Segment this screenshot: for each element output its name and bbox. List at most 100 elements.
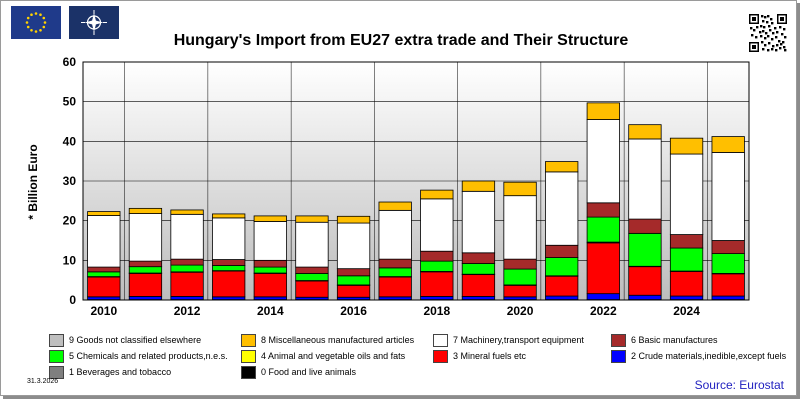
legend-label: 9 Goods not classified elsewhere — [69, 335, 202, 345]
bar-segment-2021-s7 — [545, 171, 579, 246]
date-label: 31.3.2026 — [27, 378, 59, 385]
bar-segment-2024-s2 — [669, 295, 704, 301]
bar-segment-2025-s8 — [711, 136, 745, 153]
bar-segment-2018-s7 — [420, 198, 454, 252]
bar-segment-2024-s5 — [669, 247, 704, 272]
bar-segment-2010-s6 — [87, 266, 121, 273]
bar-segment-2011-s3 — [128, 273, 163, 297]
bar-segment-2019-s3 — [461, 274, 496, 297]
bar-segment-2020-s7 — [503, 195, 537, 260]
legend-label: 0 Food and live animals — [261, 367, 357, 377]
x-tick-label: 2020 — [507, 304, 534, 318]
bar-segment-2018-s5 — [420, 260, 454, 272]
bar-segment-2011-s6 — [128, 260, 163, 268]
bar-segment-2019-s5 — [461, 263, 496, 275]
legend-item: 2 Crude materials,inedible,except fuels — [611, 349, 786, 363]
bar-segment-2014-s8 — [253, 215, 287, 222]
x-tick-label: 2012 — [174, 304, 201, 318]
legend-swatch — [49, 333, 64, 347]
source-label: Source: Eurostat — [694, 378, 784, 392]
bar-segment-2013-s3 — [212, 270, 246, 298]
legend-label: 4 Animal and vegetable oils and fats — [261, 351, 406, 361]
bar-segment-2025-s2 — [711, 295, 745, 301]
bar-segment-2021-s3 — [545, 275, 579, 297]
bar-segment-2019-s2 — [461, 296, 496, 301]
legend-label: 6 Basic manufactures — [631, 335, 718, 345]
bar-segment-2016-s8 — [336, 215, 371, 224]
bar-segment-2023-s6 — [628, 218, 662, 234]
bar-segment-2022-s2 — [586, 293, 620, 301]
bar-segment-2017-s8 — [378, 201, 412, 211]
bar-segment-2024-s3 — [669, 271, 704, 297]
bar-segment-2014-s2 — [253, 296, 287, 301]
bar-segment-2015-s7 — [295, 221, 329, 268]
bar-segment-2021-s6 — [545, 244, 579, 258]
bar-segment-2013-s8 — [212, 213, 246, 219]
bar-segment-2017-s7 — [378, 209, 412, 260]
qr-code-icon[interactable] — [748, 13, 788, 53]
bar-segment-2023-s2 — [628, 294, 662, 301]
bar-segment-2010-s8 — [87, 211, 121, 216]
legend-item: 6 Basic manufactures — [611, 333, 769, 347]
y-tick-label: 10 — [63, 253, 77, 267]
bar-segment-2010-s5 — [87, 271, 121, 277]
legend-swatch — [241, 333, 256, 347]
legend-swatch — [433, 349, 448, 363]
bar-segment-2020-s6 — [503, 258, 537, 270]
bar-segment-2016-s3 — [336, 284, 371, 298]
bar-segment-2014-s5 — [253, 266, 287, 274]
y-tick-label: 50 — [63, 95, 77, 109]
bar-segment-2013-s6 — [212, 259, 246, 266]
bar-segment-2025-s7 — [711, 152, 745, 241]
bar-segment-2020-s2 — [503, 296, 537, 301]
legend-swatch — [49, 349, 64, 363]
y-tick-label: 40 — [63, 134, 77, 148]
bar-segment-2023-s5 — [628, 232, 662, 267]
bar-segment-2025-s5 — [711, 253, 745, 274]
bar-segment-2024-s6 — [669, 234, 704, 249]
y-tick-label: 30 — [63, 174, 77, 188]
y-tick-label: 20 — [63, 214, 77, 228]
x-tick-label: 2024 — [673, 304, 700, 318]
bar-segment-2011-s8 — [128, 207, 163, 214]
legend: 9 Goods not classified elsewhere 8 Miscel… — [49, 333, 786, 379]
x-tick-label: 2016 — [340, 304, 367, 318]
legend-swatch — [241, 349, 256, 363]
bar-segment-2021-s8 — [545, 161, 579, 173]
bar-segment-2015-s8 — [295, 215, 329, 223]
legend-swatch — [433, 333, 448, 347]
legend-item: 4 Animal and vegetable oils and fats — [241, 349, 433, 363]
legend-label: 3 Mineral fuels etc — [453, 351, 527, 361]
x-tick-label: 2010 — [90, 304, 117, 318]
legend-item: 3 Mineral fuels etc — [433, 349, 611, 363]
bar-segment-2018-s3 — [420, 271, 454, 297]
bar-segment-2025-s6 — [711, 240, 745, 254]
bar-segment-2014-s7 — [253, 221, 287, 261]
legend-label: 7 Machinery,transport equipment — [453, 335, 584, 345]
bar-segment-2022-s5 — [586, 216, 620, 243]
bar-segment-2022-s3 — [586, 242, 620, 295]
bar-segment-2015-s3 — [295, 280, 329, 298]
bar-segment-2019-s8 — [461, 180, 496, 192]
bar-segment-2018-s8 — [420, 189, 454, 200]
legend-item: 1 Beverages and tobacco — [49, 365, 241, 379]
bar-segment-2024-s8 — [669, 137, 704, 155]
bar-segment-2015-s6 — [295, 266, 329, 274]
chart-plot: 0 10 20 30 40 50 60 2010 2012 2014 2016 2018 2020 202… — [63, 55, 750, 318]
x-tick-label: 2022 — [590, 304, 617, 318]
bar-segment-2017-s2 — [378, 296, 412, 301]
bar-segment-2017-s6 — [378, 258, 412, 269]
bar-segment-2014-s3 — [253, 273, 287, 298]
legend-item: 8 Miscellaneous manufactured articles — [241, 333, 433, 347]
bar-segment-2010-s7 — [87, 215, 121, 268]
chart-title: Hungary's Import from EU27 extra trade a… — [173, 32, 629, 49]
bar-segment-2013-s2 — [212, 296, 246, 301]
bar-segment-2012-s8 — [170, 209, 204, 215]
bar-segment-2021-s5 — [545, 257, 579, 277]
bar-segment-2010-s2 — [87, 296, 121, 301]
eu-flag-icon — [11, 6, 61, 39]
bar-segment-2025-s3 — [711, 273, 745, 297]
bar-segment-2011-s7 — [128, 213, 163, 262]
bar-segment-2024-s7 — [669, 153, 704, 235]
bar-segment-2011-s2 — [128, 296, 163, 301]
